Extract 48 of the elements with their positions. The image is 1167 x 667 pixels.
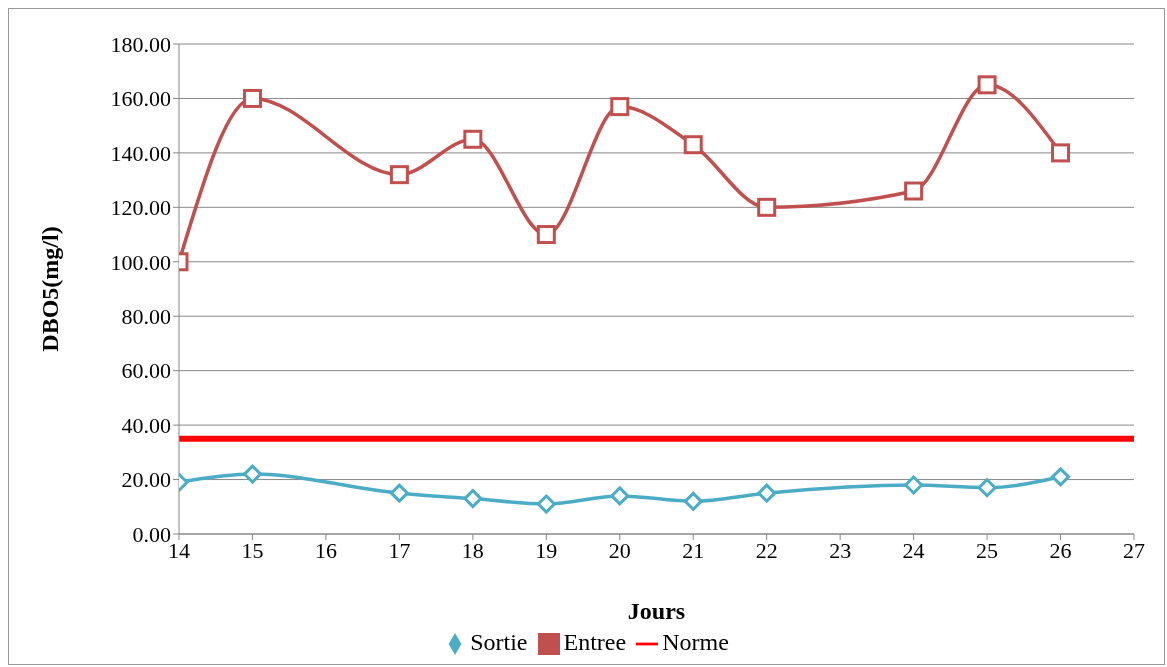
x-tick-label: 19: [535, 537, 558, 563]
y-tick-label: 180.00: [110, 31, 171, 57]
point: [1051, 467, 1071, 487]
point: [683, 491, 703, 511]
x-tick-label: 24: [902, 537, 925, 563]
point: [242, 88, 262, 108]
point: [1051, 143, 1071, 163]
point: [610, 97, 630, 117]
point: [463, 129, 483, 149]
point: [904, 181, 924, 201]
x-tick-label: 23: [829, 537, 852, 563]
point: [242, 464, 262, 484]
y-tick-label: 40.00: [121, 412, 171, 438]
y-tick-label: 140.00: [110, 140, 171, 166]
point: [757, 483, 777, 503]
y-tick-label: 100.00: [110, 249, 171, 275]
x-tick-label: 18: [461, 537, 484, 563]
x-axis-title: Jours: [627, 598, 686, 624]
y-tick-label: 20.00: [121, 467, 171, 493]
x-tick-label: 20: [608, 537, 631, 563]
x-tick-label: 26: [1049, 537, 1072, 563]
legend-label: Sortie: [470, 629, 528, 655]
point: [389, 483, 409, 503]
point: [463, 489, 483, 509]
y-tick-label: 60.00: [121, 358, 171, 384]
point: [977, 75, 997, 95]
x-tick-label: 22: [755, 537, 778, 563]
point: [977, 478, 997, 498]
legend-label: Norme: [662, 629, 729, 655]
point: [389, 165, 409, 185]
point: [683, 135, 703, 155]
point: [536, 494, 556, 514]
y-tick-label: 120.00: [110, 195, 171, 221]
y-tick-label: 0.00: [132, 521, 171, 547]
point: [610, 486, 630, 506]
y-axis-title: DBO5(mg/l): [36, 226, 63, 352]
point: [904, 475, 924, 495]
y-tick-label: 80.00: [121, 304, 171, 330]
legend-label: Entree: [563, 629, 627, 655]
x-tick-label: 21: [682, 537, 705, 563]
x-tick-label: 27: [1123, 537, 1145, 563]
x-tick-label: 25: [976, 537, 999, 563]
point: [536, 225, 556, 245]
x-tick-label: 16: [314, 537, 337, 563]
y-tick-label: 160.00: [110, 86, 171, 112]
x-tick-label: 17: [388, 537, 411, 563]
point: [757, 197, 777, 217]
x-tick-label: 15: [241, 537, 264, 563]
